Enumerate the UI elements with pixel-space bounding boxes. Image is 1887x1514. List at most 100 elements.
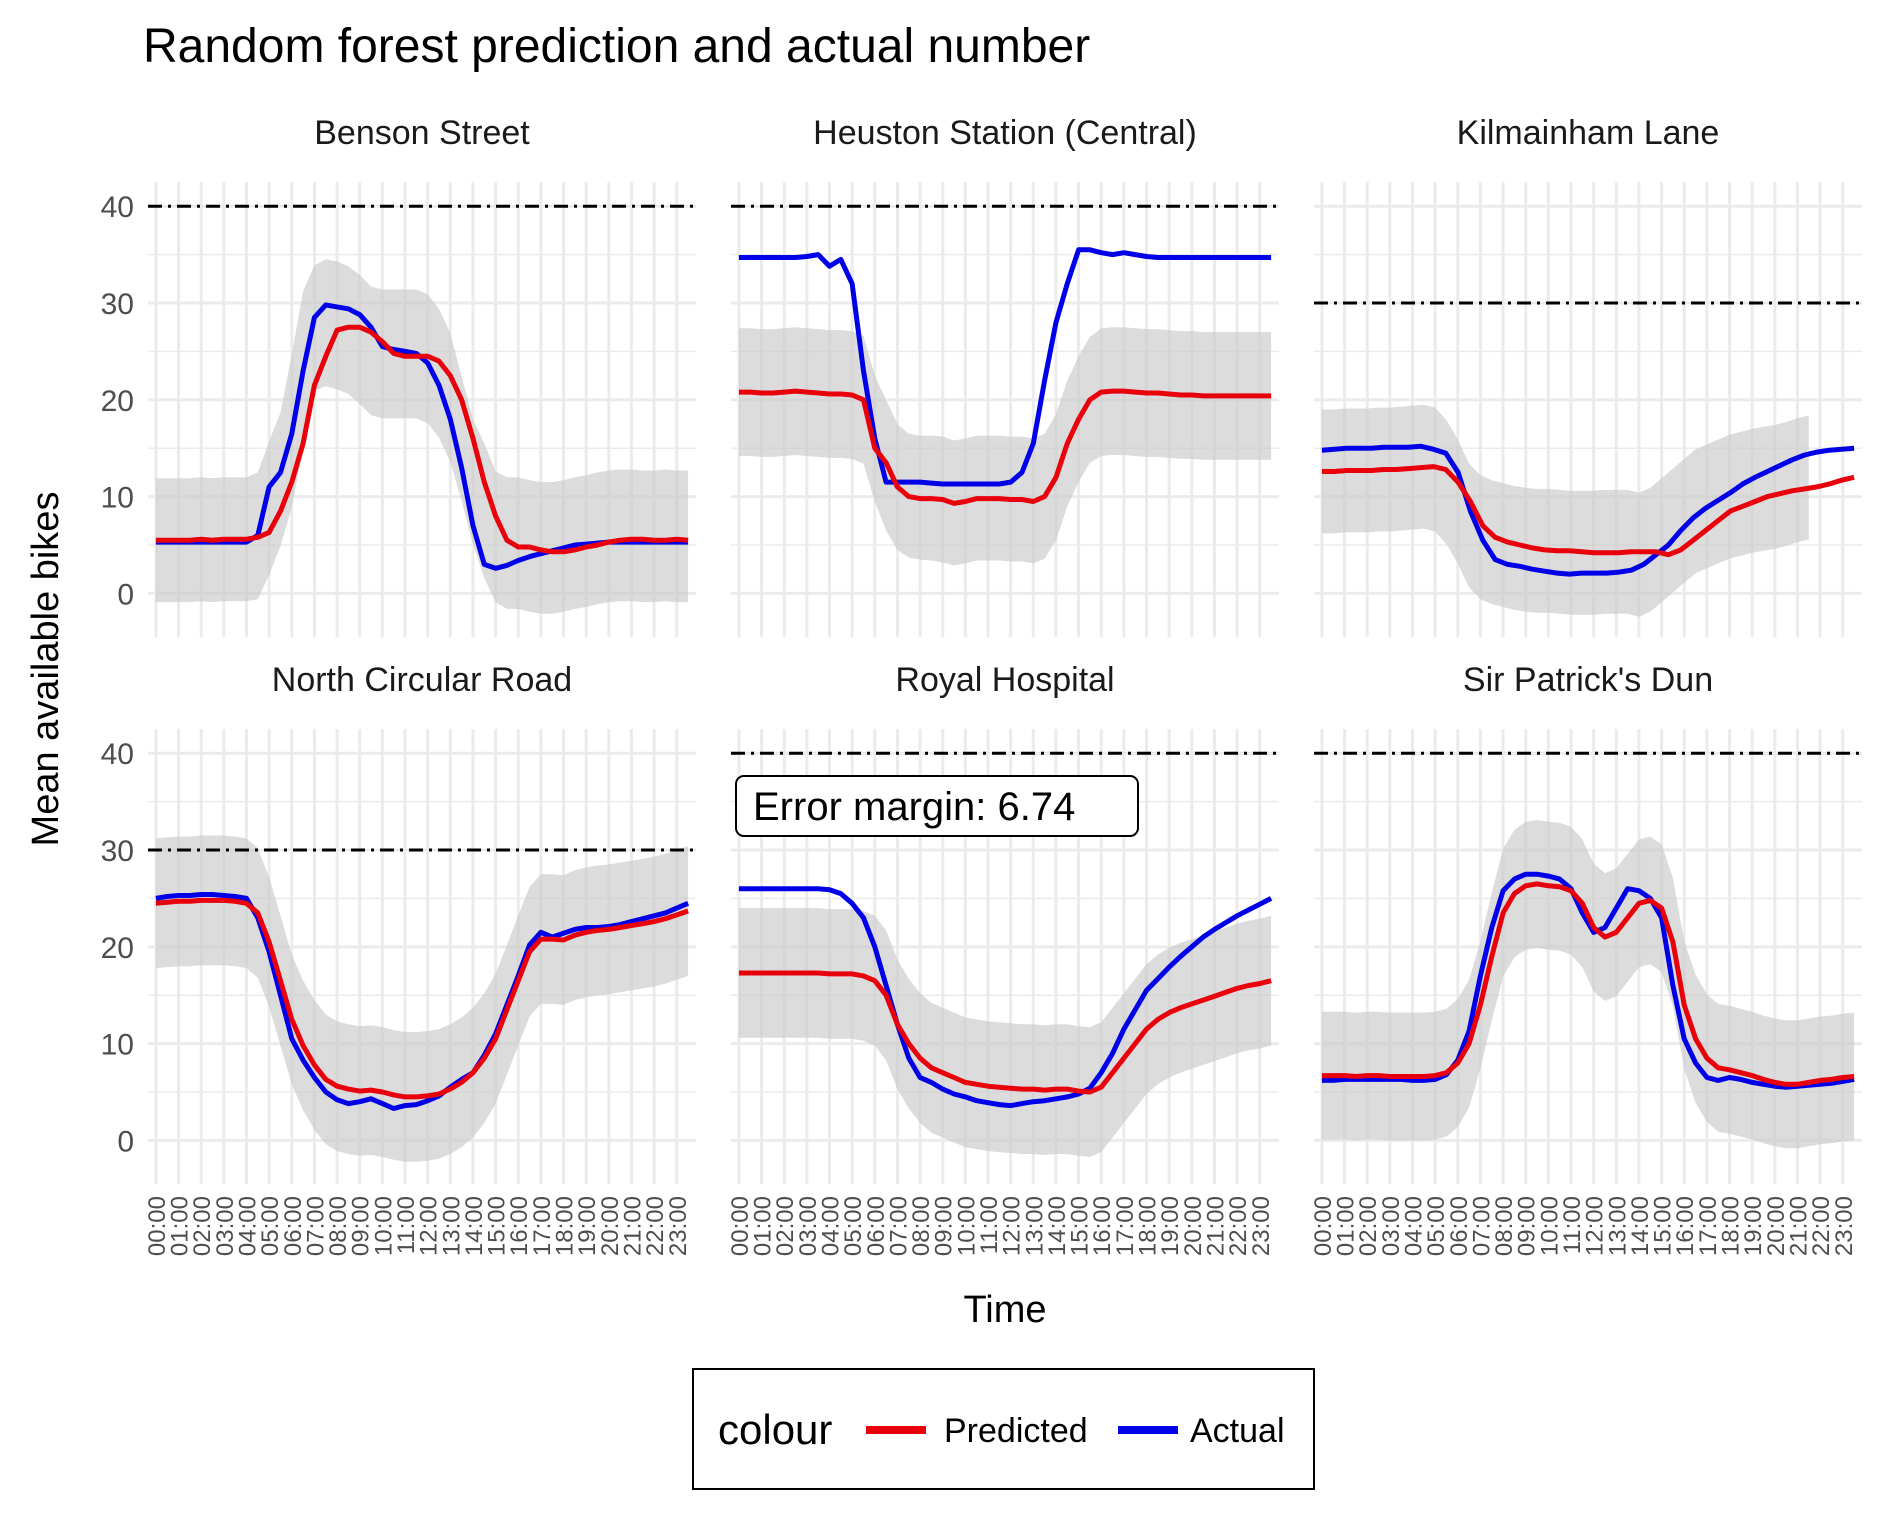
x-tick-label: 18:00 — [1718, 1196, 1745, 1256]
x-tick-label: 23:00 — [1248, 1196, 1275, 1256]
x-tick-label: 16:00 — [1672, 1196, 1699, 1256]
x-tick-label: 18:00 — [1135, 1196, 1162, 1256]
x-tick-label: 20:00 — [1180, 1196, 1207, 1256]
series-line-predicted — [738, 970, 1272, 1095]
x-tick-label: 11:00 — [976, 1196, 1003, 1254]
x-tick-label: 13:00 — [1021, 1196, 1048, 1256]
panel-north-circular-road: North Circular Road 0 10 20 30 40 00:0001:0002… — [101, 661, 696, 1256]
series-line-actual — [155, 892, 690, 1111]
panel-kilmainham-lane: Kilmainham Lane — [1314, 114, 1862, 637]
x-tick-label: 21:00 — [620, 1196, 647, 1256]
x-tick-label: 15:00 — [484, 1196, 511, 1256]
y-tick-label: 40 — [101, 738, 134, 771]
legend-box — [692, 1368, 1315, 1490]
x-tick-label: 12:00 — [1582, 1196, 1609, 1256]
error-ribbon — [155, 259, 689, 614]
x-tick-label: 12:00 — [999, 1196, 1026, 1256]
panel-title: Sir Patrick's Dun — [1463, 661, 1713, 699]
panel-title: Benson Street — [314, 114, 530, 152]
x-tick-label: 05:00 — [840, 1196, 867, 1256]
panel-heuston-station-central: Heuston Station (Central) — [731, 114, 1279, 637]
x-tick-label: 14:00 — [1044, 1196, 1071, 1256]
series-line-actual — [1321, 443, 1855, 577]
error-ribbon — [738, 327, 1272, 566]
x-tick-label: 05:00 — [257, 1196, 284, 1256]
legend-label-actual: Actual — [1190, 1412, 1285, 1450]
x-tick-label: 12:00 — [416, 1196, 443, 1256]
annotation: Error margin: 6.74 — [735, 775, 1139, 837]
x-tick-label: 06:00 — [280, 1196, 307, 1256]
series-line-predicted — [738, 388, 1272, 506]
legend-label-predicted: Predicted — [944, 1412, 1088, 1450]
annotation-box — [735, 775, 1139, 837]
x-tick-label: 10:00 — [953, 1196, 980, 1256]
x-tick-label: 02:00 — [1355, 1196, 1382, 1256]
error-ribbon — [1321, 404, 1809, 617]
panel-sir-patrick-s-dun: Sir Patrick's Dun 00:0001:0002:0003:0004:… — [1310, 661, 1862, 1256]
y-tick-label: 30 — [101, 835, 134, 868]
x-tick-label: 10:00 — [1536, 1196, 1563, 1256]
panel-benson-street: Benson Street 0 10 20 30 40 — [101, 114, 696, 637]
x-tick-label: 08:00 — [908, 1196, 935, 1256]
x-tick-label: 19:00 — [574, 1196, 601, 1256]
error-ribbon — [155, 835, 689, 1162]
x-tick-label: 01:00 — [750, 1196, 777, 1256]
x-tick-label: 22:00 — [1225, 1196, 1252, 1256]
x-tick-label: 16:00 — [506, 1196, 533, 1256]
y-tick-label: 40 — [101, 191, 134, 224]
y-tick-label: 10 — [101, 1029, 134, 1062]
y-axis-title: Mean available bikes — [25, 492, 67, 847]
x-tick-label: 01:00 — [167, 1196, 194, 1256]
x-tick-label: 04:00 — [818, 1196, 845, 1256]
x-tick-label: 08:00 — [1491, 1196, 1518, 1256]
x-tick-label: 06:00 — [863, 1196, 890, 1256]
x-tick-label: 23:00 — [1831, 1196, 1858, 1256]
x-tick-label: 17:00 — [529, 1196, 556, 1256]
y-tick-label: 10 — [101, 482, 134, 515]
x-tick-label: 14:00 — [461, 1196, 488, 1256]
x-tick-label: 02:00 — [772, 1196, 799, 1256]
x-tick-label: 00:00 — [727, 1196, 754, 1256]
legend: colour Predicted Actual — [692, 1368, 1315, 1490]
series-line-predicted — [155, 324, 689, 555]
y-tick-label: 30 — [101, 288, 134, 321]
x-tick-label: 09:00 — [1514, 1196, 1541, 1256]
error-ribbon — [738, 908, 1272, 1157]
y-tick-label: 0 — [117, 1125, 134, 1158]
x-tick-label: 03:00 — [212, 1196, 239, 1256]
x-tick-label: 06:00 — [1446, 1196, 1473, 1256]
x-tick-label: 14:00 — [1627, 1196, 1654, 1256]
x-tick-label: 07:00 — [1468, 1196, 1495, 1256]
series-line-predicted — [1321, 881, 1855, 1087]
series-line-actual — [1321, 871, 1855, 1090]
y-tick-label: 0 — [117, 578, 134, 611]
x-tick-label: 16:00 — [1089, 1196, 1116, 1256]
x-tick-label: 21:00 — [1203, 1196, 1230, 1256]
x-tick-label: 18:00 — [552, 1196, 579, 1256]
x-tick-label: 11:00 — [393, 1196, 420, 1254]
x-tick-label: 05:00 — [1423, 1196, 1450, 1256]
x-tick-label: 15:00 — [1067, 1196, 1094, 1256]
x-tick-label: 23:00 — [665, 1196, 692, 1256]
x-tick-label: 19:00 — [1157, 1196, 1184, 1256]
x-tick-label: 02:00 — [189, 1196, 216, 1256]
panel-title: North Circular Road — [272, 661, 572, 699]
series-line-actual — [738, 247, 1272, 487]
x-tick-label: 17:00 — [1112, 1196, 1139, 1256]
panel-royal-hospital: Royal Hospital00:0001:0002:0003:0004:000… — [727, 661, 1279, 1256]
x-tick-label: 09:00 — [348, 1196, 375, 1256]
x-tick-label: 07:00 — [885, 1196, 912, 1256]
x-tick-label: 10:00 — [370, 1196, 397, 1256]
x-tick-label: 08:00 — [325, 1196, 352, 1256]
y-tick-label: 20 — [101, 385, 134, 418]
panel-title: Kilmainham Lane — [1457, 114, 1720, 152]
x-tick-label: 03:00 — [795, 1196, 822, 1256]
x-tick-label: 09:00 — [931, 1196, 958, 1256]
x-tick-label: 15:00 — [1650, 1196, 1677, 1256]
x-tick-label: 13:00 — [1604, 1196, 1631, 1256]
series-line-predicted — [155, 897, 689, 1100]
x-tick-label: 22:00 — [642, 1196, 669, 1256]
x-tick-label: 00:00 — [144, 1196, 171, 1256]
x-tick-label: 13:00 — [438, 1196, 465, 1256]
